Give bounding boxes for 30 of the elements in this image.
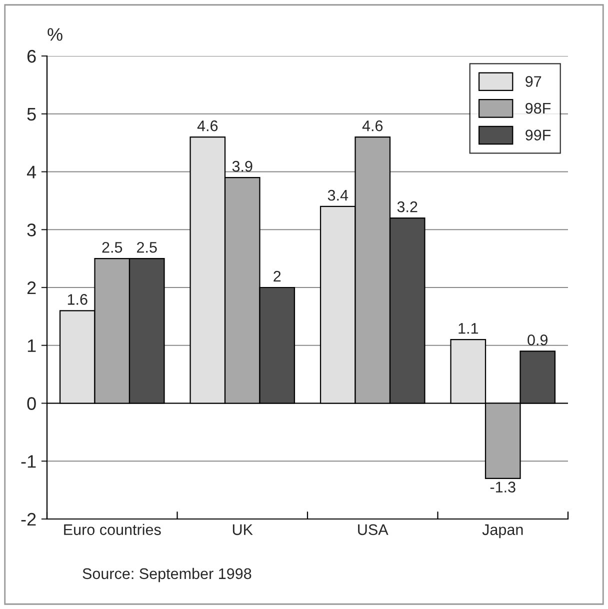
data-label: 0.9 (528, 334, 548, 346)
data-label: 4.6 (362, 120, 383, 132)
y-tick-label: 3 (27, 224, 36, 236)
legend-label: 97 (526, 76, 542, 87)
data-label: 3.9 (232, 160, 252, 172)
y-tick-label: -1 (21, 455, 36, 468)
data-label: 2 (274, 270, 281, 282)
data-label: 2.5 (137, 242, 157, 253)
legend-label: 98F (526, 102, 551, 114)
x-tick-label: UK (232, 524, 253, 536)
y-axis-title: % (48, 28, 62, 41)
data-label: 3.4 (328, 190, 348, 201)
x-tick-label: Japan (482, 524, 523, 538)
legend-label: 99F (526, 130, 551, 140)
data-label: 3.2 (397, 201, 418, 212)
x-tick-label: Euro countries (64, 524, 161, 536)
source-note: Source: September 1998 (82, 568, 252, 582)
y-tick-label: 0 (27, 397, 36, 410)
y-tick-label: 5 (27, 108, 36, 121)
data-label: 2.5 (102, 242, 122, 253)
x-tick-label: USA (358, 524, 388, 536)
y-tick-label: 6 (27, 50, 36, 63)
data-label: 1.1 (458, 323, 478, 334)
y-tick-label: 1 (28, 339, 36, 352)
y-tick-label: 4 (26, 166, 36, 178)
data-label: -1.3 (490, 482, 516, 492)
y-tick-label: -2 (21, 512, 36, 526)
data-label: 4.6 (197, 120, 218, 132)
data-label: 1.6 (68, 294, 88, 305)
y-tick-label: 2 (27, 281, 36, 294)
